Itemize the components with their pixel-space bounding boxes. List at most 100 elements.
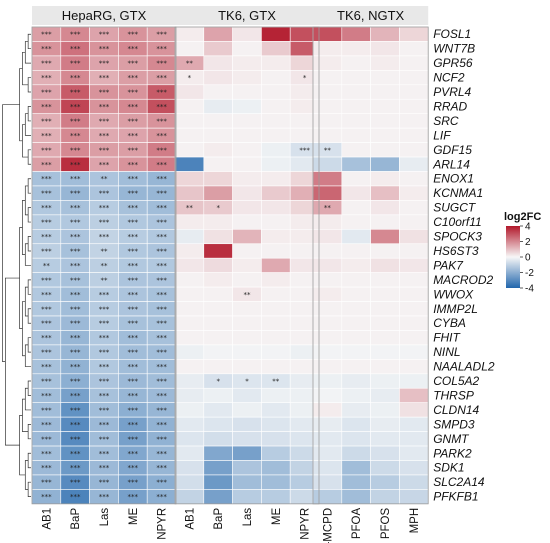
- heatmap-cell: [261, 344, 291, 360]
- heatmap-cell: [174, 214, 205, 230]
- significance-star: ***: [156, 421, 167, 429]
- significance-star: ***: [99, 406, 110, 414]
- heatmap-cell: [232, 113, 262, 129]
- significance-star: ***: [156, 103, 167, 111]
- significance-star: ***: [41, 334, 52, 342]
- significance-star: ***: [41, 305, 52, 313]
- heatmap-cell: [370, 127, 400, 143]
- significance-star: ***: [99, 233, 110, 241]
- heatmap-cell: [203, 272, 233, 288]
- legend-ticks: 4 2 0 -2 -4: [520, 222, 534, 295]
- significance-star: ***: [128, 334, 139, 342]
- heatmap-cell: [370, 243, 400, 259]
- heatmap-cell: [174, 113, 205, 129]
- heatmap-cell: [232, 257, 262, 273]
- significance-star: ***: [156, 89, 167, 97]
- heatmap-cell: [341, 84, 371, 100]
- significance-star: ***: [41, 493, 52, 501]
- significance-star: ***: [156, 60, 167, 68]
- heatmap-cell: [203, 84, 233, 100]
- gene-label: PAK7: [433, 258, 464, 272]
- significance-star: ***: [99, 204, 110, 212]
- significance-star: ***: [156, 305, 167, 313]
- panel-title-strip: [32, 6, 176, 25]
- significance-star: ***: [156, 204, 167, 212]
- significance-star: ***: [128, 363, 139, 371]
- gene-label: WNT7B: [433, 42, 475, 56]
- heatmap-cell: [399, 214, 429, 230]
- heatmap-cell: [399, 387, 429, 403]
- significance-star: ***: [156, 392, 167, 400]
- significance-star: ***: [128, 276, 139, 284]
- heatmap-cell: [399, 26, 429, 42]
- significance-star: ***: [70, 262, 81, 270]
- heatmap-cell: [261, 402, 291, 418]
- heatmap-cell: [174, 127, 205, 143]
- significance-star: ***: [41, 45, 52, 53]
- significance-star: ***: [41, 479, 52, 487]
- significance-star: ***: [70, 146, 81, 154]
- significance-star: ***: [41, 247, 52, 255]
- heatmap-cell: [174, 445, 205, 461]
- heatmap-cell: [399, 373, 429, 389]
- heatmap-cell: [232, 272, 262, 288]
- heatmap-cell: [399, 272, 429, 288]
- significance-star: ***: [70, 378, 81, 386]
- heatmap-cell: [312, 257, 343, 273]
- heatmap-cell: [370, 156, 400, 172]
- significance-star: ***: [156, 45, 167, 53]
- heatmap-cell: [261, 416, 291, 432]
- heatmap-cell: [312, 330, 343, 346]
- gene-label: CLDN14: [433, 403, 479, 417]
- heatmap-cell: [232, 460, 262, 476]
- heatmap-cell: [203, 113, 233, 129]
- gene-label: FHIT: [433, 331, 461, 345]
- heatmap-cell: [370, 229, 400, 245]
- significance-star: **: [101, 262, 109, 270]
- heatmap-cell: [341, 26, 371, 42]
- significance-star: ***: [128, 233, 139, 241]
- heatmap-cell: [203, 286, 233, 302]
- heatmap-cell: [312, 416, 343, 432]
- heatmap-cell: [174, 185, 205, 201]
- dendrogram-branch: [27, 236, 31, 252]
- significance-star: ***: [128, 392, 139, 400]
- heatmap-cell: [203, 26, 233, 42]
- gene-label: SMPD3: [433, 417, 475, 431]
- significance-star: ***: [99, 421, 110, 429]
- heatmap-cell: [399, 286, 429, 302]
- heatmap-cell: [232, 156, 262, 172]
- significance-star: ***: [70, 363, 81, 371]
- significance-stars: *** *** *** *** ****** *** *** *** ****** *** *** *…: [41, 31, 331, 501]
- significance-star: ***: [41, 146, 52, 154]
- heatmap-cell: [370, 214, 400, 230]
- gene-label: FOSL1: [433, 27, 471, 41]
- significance-star: ***: [156, 435, 167, 443]
- significance-star: ***: [41, 276, 52, 284]
- heatmap-cell: [312, 359, 343, 375]
- significance-star: ***: [99, 305, 110, 313]
- heatmap-cell: [232, 431, 262, 447]
- significance-star: ***: [128, 406, 139, 414]
- heatmap-cell: [341, 359, 371, 375]
- significance-star: ***: [128, 89, 139, 97]
- significance-star: ***: [128, 219, 139, 227]
- heatmap-cell: [399, 171, 429, 187]
- heatmap-cell: [341, 286, 371, 302]
- dendrogram-branch: [2, 104, 20, 362]
- heatmap-cell: [399, 330, 429, 346]
- heatmap-cell: [261, 113, 291, 129]
- heatmap-cell: [232, 229, 262, 245]
- heatmap-cell: [399, 98, 429, 114]
- significance-star: ***: [41, 190, 52, 198]
- dendrogram-branch: [27, 106, 31, 122]
- significance-star: ***: [128, 161, 139, 169]
- heatmap-cell: [370, 200, 400, 216]
- significance-star: ***: [99, 450, 110, 458]
- panel-title-strip: [175, 6, 319, 25]
- heatmap-cell: [312, 431, 343, 447]
- gene-label: KCNMA1: [433, 186, 483, 200]
- heatmap-cell: [261, 315, 291, 331]
- significance-star: **: [272, 378, 280, 386]
- heatmap-cell: [203, 214, 233, 230]
